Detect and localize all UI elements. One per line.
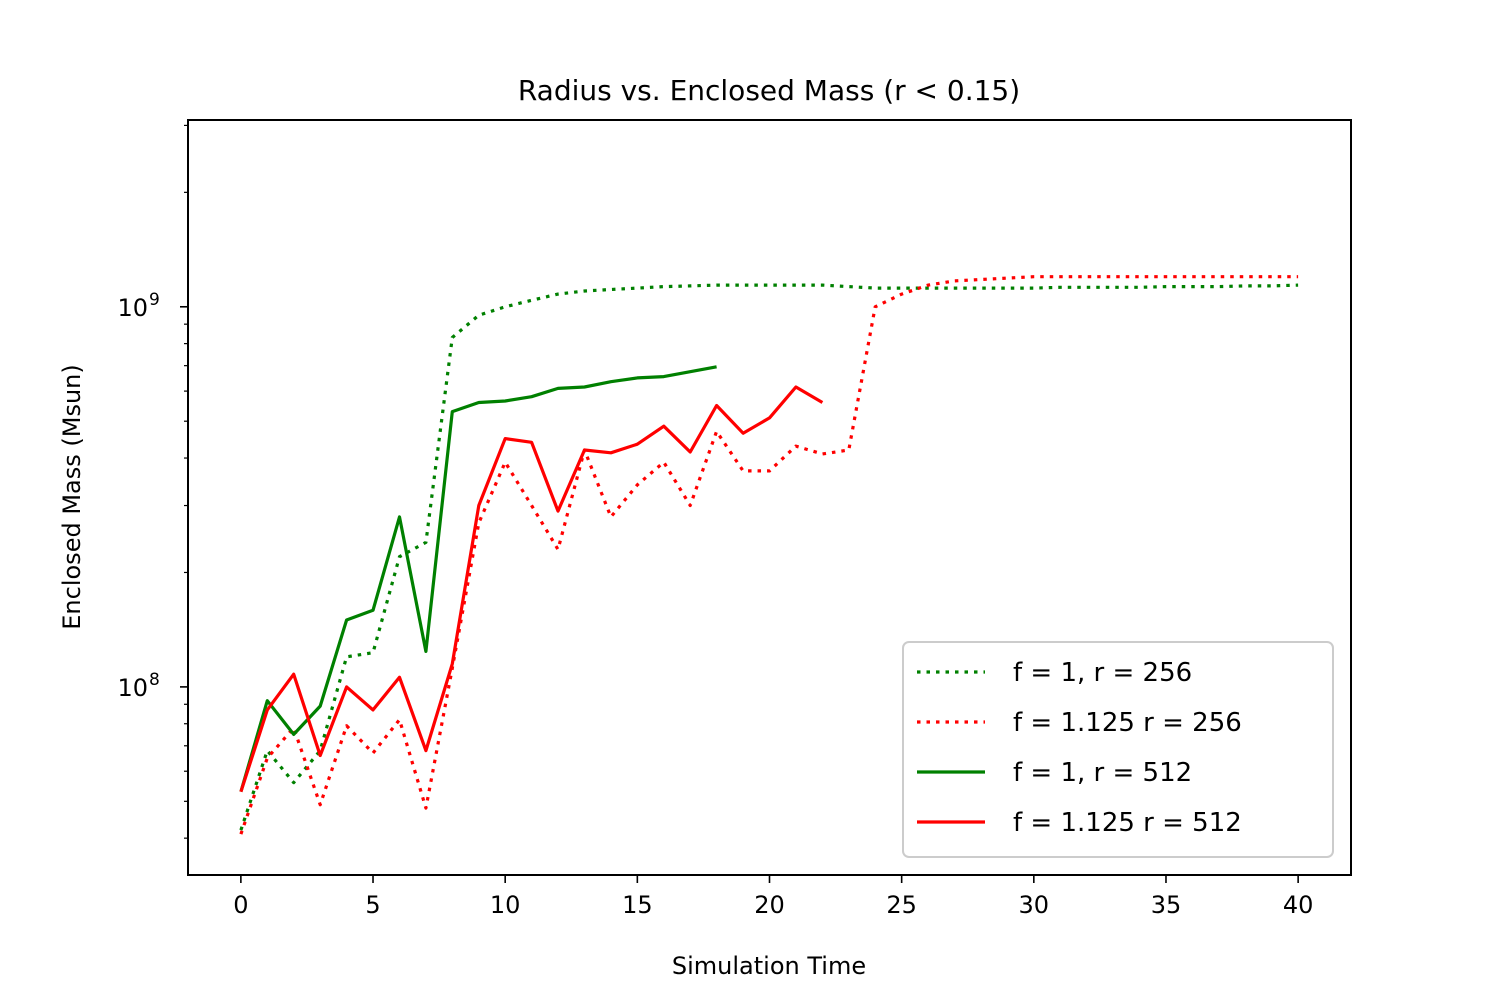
legend-label-3: f = 1, r = 512 (1013, 758, 1192, 788)
x-tick-label: 20 (754, 891, 785, 919)
y-tick-label-exponent: 9 (149, 290, 160, 310)
x-tick-label: 40 (1283, 891, 1314, 919)
y-tick-label-exponent: 8 (149, 670, 160, 690)
chart-title: Radius vs. Enclosed Mass (r < 0.15) (518, 74, 1020, 107)
legend-label-2: f = 1.125 r = 256 (1013, 708, 1242, 738)
legend-box (902, 641, 1334, 858)
x-axis-label: Simulation Time (672, 952, 866, 980)
x-tick-label: 35 (1151, 891, 1182, 919)
legend-label-1: f = 1, r = 256 (1013, 658, 1192, 688)
x-tick-label: 0 (233, 891, 248, 919)
y-tick-label: 10 (117, 674, 148, 702)
legend: f = 1, r = 256 f = 1.125 r = 256 f = 1, r … (902, 641, 1334, 858)
series-line-4 (239, 385, 824, 793)
x-tick-label: 30 (1019, 891, 1050, 919)
series-layer (239, 275, 1299, 835)
legend-label-4: f = 1.125 r = 512 (1013, 808, 1242, 838)
series-line-1 (239, 283, 1299, 831)
x-tick-label: 10 (490, 891, 521, 919)
x-tick-label: 15 (622, 891, 653, 919)
x-tick-label: 25 (886, 891, 917, 919)
series-line-3 (239, 365, 717, 793)
y-tick-label: 10 (117, 294, 148, 322)
x-tick-label: 5 (365, 891, 380, 919)
series-line-2 (239, 275, 1299, 835)
y-axis-label: Enclosed Mass (Msun) (58, 364, 86, 629)
